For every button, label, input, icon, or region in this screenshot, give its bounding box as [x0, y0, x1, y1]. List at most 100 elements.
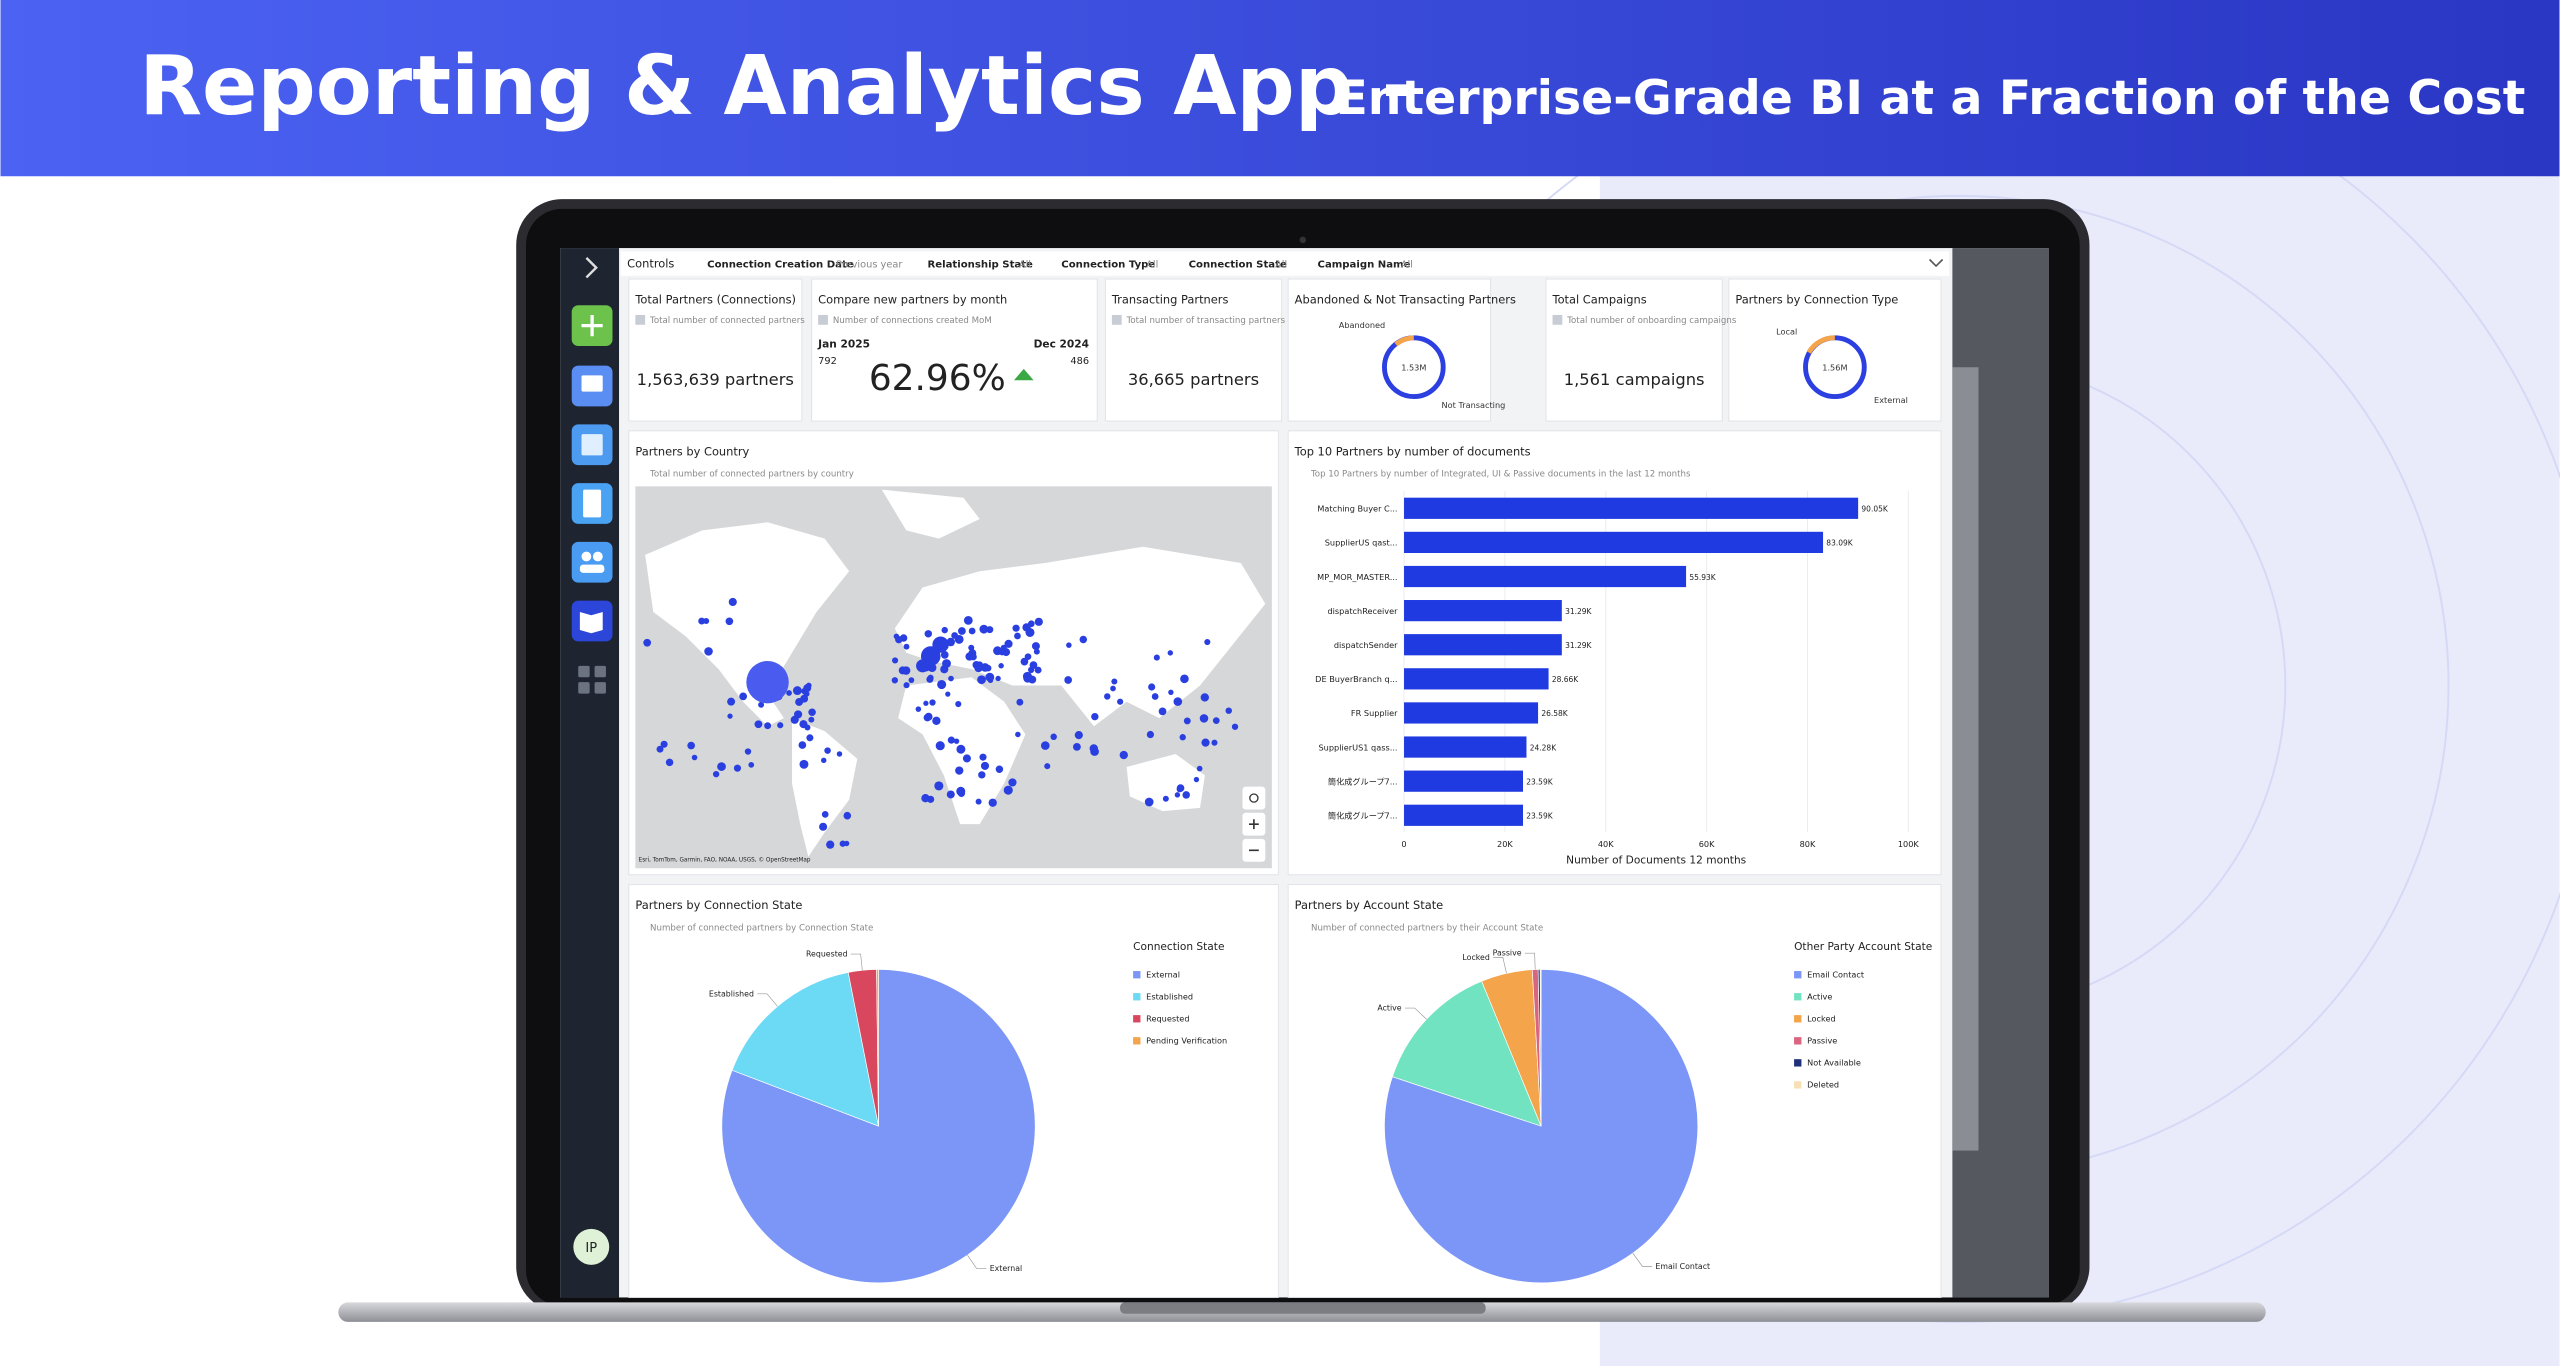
filter-name[interactable]: Campaign Name [1318, 260, 1411, 271]
legend-label: Requested [1146, 1014, 1189, 1024]
map-marker [1024, 653, 1032, 660]
slice-label: Passive [1493, 949, 1522, 958]
leader-line [757, 993, 778, 1007]
bar [1404, 668, 1549, 690]
kpi-title: Partners by Connection Type [1735, 293, 1898, 307]
legend-title: Other Party Account State [1794, 941, 1932, 953]
map-marker [1064, 676, 1073, 684]
map-marker[interactable] [746, 660, 789, 704]
donut-label: Not Transacting [1442, 400, 1506, 410]
map-marker [1027, 666, 1035, 674]
card-description: Number of connected partners by their Ac… [1311, 923, 1543, 933]
map-marker [1173, 697, 1183, 706]
map-marker [792, 686, 802, 695]
x-tick-label: 100K [1898, 839, 1920, 849]
expand-button[interactable] [585, 256, 598, 279]
category-label: MP_MOR_MASTER... [1317, 572, 1397, 582]
map-marker [687, 741, 696, 750]
map-marker [995, 765, 1004, 773]
sidebar [560, 248, 620, 1298]
kpi-title: Total Partners (Connections) [634, 293, 796, 307]
value-label: 23.59K [1526, 812, 1553, 821]
map-marker [934, 781, 944, 791]
map-marker [929, 699, 936, 706]
map-marker [806, 734, 814, 742]
leader-line [850, 953, 863, 971]
nav-apps[interactable] [578, 665, 606, 694]
kpi-title: Transacting Partners [1111, 293, 1229, 307]
map-marker [915, 706, 922, 712]
leader-line [1404, 1007, 1427, 1020]
map-marker [1031, 642, 1040, 651]
map-marker [839, 840, 846, 847]
filter-name[interactable]: Connection Type [1061, 260, 1155, 271]
filter-name[interactable]: Connection State [1189, 260, 1287, 271]
donut-center: 1.53M [1401, 362, 1426, 372]
map-marker [1074, 731, 1083, 740]
map-marker [1200, 693, 1209, 702]
map-marker [1211, 739, 1218, 746]
map-marker [777, 722, 784, 729]
controls-bar[interactable] [620, 251, 1950, 276]
avatar[interactable] [573, 1228, 610, 1265]
bar [1404, 600, 1562, 622]
map-marker [1008, 778, 1017, 787]
current-period: Jan 2025 [817, 339, 870, 351]
legend-label: Established [1146, 992, 1193, 1002]
map-marker [1176, 784, 1185, 792]
x-axis-label: Number of Documents 12 months [1566, 854, 1746, 866]
map-marker [923, 700, 929, 706]
map-marker [728, 597, 737, 607]
value-label: 55.93K [1689, 573, 1716, 582]
filter-value[interactable]: All [1146, 260, 1158, 271]
map-marker [892, 657, 899, 664]
filter-value[interactable]: Previous year [836, 260, 903, 271]
map-marker [963, 615, 973, 625]
donut-label: Abandoned [1339, 320, 1385, 330]
map-marker [748, 762, 755, 768]
category-label: SupplierUS qast... [1325, 538, 1398, 548]
filter-name[interactable]: Connection Creation Date [707, 260, 854, 271]
header [0, 0, 2560, 177]
bar [1404, 634, 1562, 656]
x-tick-label: 80K [1800, 839, 1816, 849]
donut-segment [1806, 335, 1835, 354]
slice-label: Established [709, 989, 754, 998]
map-marker [995, 675, 1001, 682]
map-marker [1180, 674, 1189, 684]
map-marker [977, 675, 986, 685]
map-marker [808, 708, 816, 717]
map-marker [1151, 693, 1159, 700]
map-marker [891, 677, 899, 684]
filter-value[interactable]: All [1275, 260, 1287, 271]
map-marker [1015, 731, 1021, 738]
current-value: 792 [818, 356, 837, 367]
map-marker [968, 627, 976, 635]
map-marker [824, 747, 831, 754]
map-marker [937, 679, 947, 690]
filter-name[interactable]: Relationship State [927, 260, 1033, 271]
map-marker [968, 644, 975, 651]
map-marker [744, 748, 752, 755]
legend-swatch [1794, 993, 1802, 1001]
map-marker [1144, 797, 1154, 807]
kpi-value: 1,561 campaigns [1564, 370, 1705, 389]
map-marker [1016, 698, 1024, 706]
map-recenter[interactable] [1242, 786, 1266, 810]
up-arrow [1013, 368, 1034, 381]
map-marker [1167, 650, 1174, 656]
filter-value[interactable]: All [1401, 260, 1413, 271]
nav-partners[interactable] [571, 541, 613, 583]
legend-label: Deleted [1807, 1080, 1839, 1090]
map-marker [908, 677, 915, 684]
kpi-value: 1,563,639 partners [637, 370, 794, 389]
value-label: 23.59K [1526, 777, 1553, 786]
change-value: 62.96% [869, 358, 1006, 399]
map-marker [1014, 632, 1021, 640]
legend-swatch [1794, 971, 1802, 979]
map-marker [698, 617, 706, 625]
collapse-button[interactable] [1928, 258, 1944, 268]
category-label: dispatchSender [1334, 640, 1398, 650]
map-marker [1111, 678, 1118, 685]
filter-value[interactable]: All [1019, 260, 1031, 271]
